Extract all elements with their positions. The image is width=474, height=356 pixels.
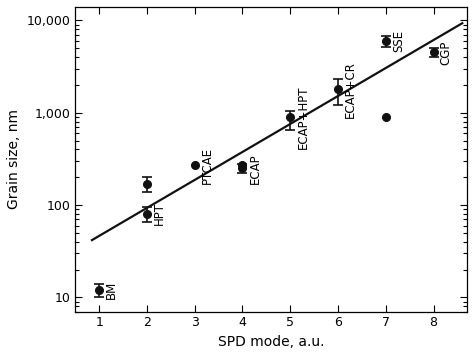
Text: BM: BM (105, 281, 118, 299)
Y-axis label: Grain size, nm: Grain size, nm (7, 109, 21, 209)
Text: ECAP+CR: ECAP+CR (344, 61, 357, 117)
X-axis label: SPD mode, a.u.: SPD mode, a.u. (218, 335, 324, 349)
Text: SSE: SSE (392, 30, 405, 52)
Text: CGP: CGP (440, 40, 453, 65)
Text: ECAP+HPT: ECAP+HPT (296, 85, 310, 149)
Text: ECAP: ECAP (249, 153, 262, 184)
Text: PTCAE: PTCAE (201, 147, 214, 184)
Text: HPT: HPT (153, 203, 166, 225)
